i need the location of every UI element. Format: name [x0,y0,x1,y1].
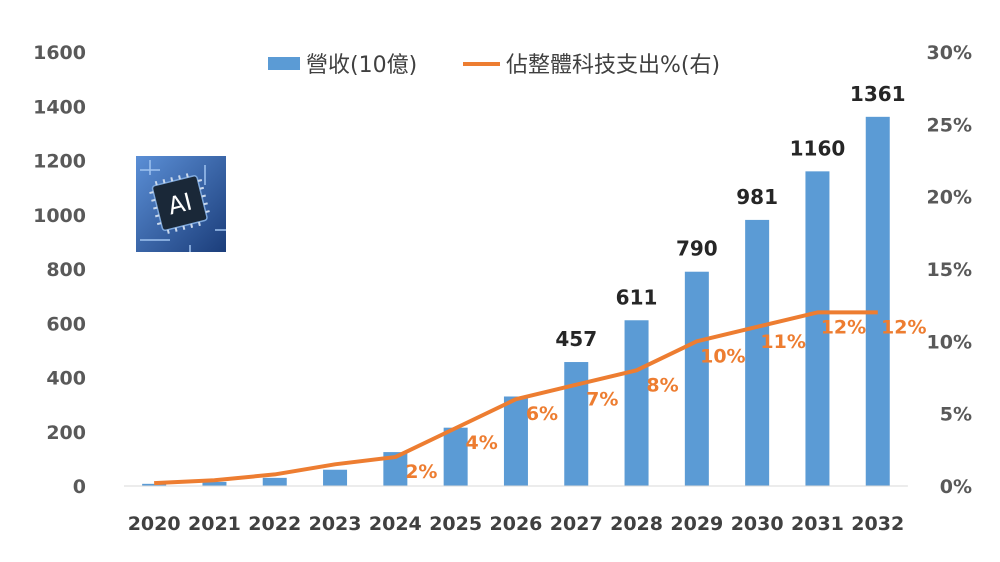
y-axis-left: 0 200 400 600 800 1000 1200 1400 1600 [33,42,86,498]
line-data-label: 6% [526,403,558,425]
bar [443,427,468,486]
bar [564,362,589,486]
y-left-tick-label: 0 [73,476,86,498]
bar [865,116,890,487]
x-tick-label: 2024 [369,513,422,535]
bar-data-label: 981 [736,185,778,209]
legend-bar-label: 營收(10億) [306,53,417,78]
legend: 營收(10億) 佔整體科技支出%(右) [268,53,720,78]
y-left-tick-label: 1200 [33,151,86,173]
line-series [154,310,878,486]
bar [624,320,649,486]
line-data-label: 8% [646,374,678,396]
y-right-tick-label: 20% [927,187,972,209]
bar [684,271,709,486]
line-data-label: 2% [405,461,437,483]
y-left-tick-label: 800 [46,259,86,281]
line-data-label: 12% [821,316,866,338]
bar [745,219,770,486]
bar-data-label: 1160 [790,136,846,160]
y-left-tick-label: 1000 [33,205,86,227]
y-left-tick-label: 200 [46,422,86,444]
bar-series [142,116,890,487]
x-tick-label: 2020 [128,513,181,535]
line-data-label: 12% [881,316,926,338]
y-right-tick-label: 15% [927,259,972,281]
y-right-tick-label: 10% [927,331,972,353]
bar-data-label: 1361 [850,82,906,106]
y-right-tick-label: 25% [927,114,972,136]
x-tick-label: 2028 [610,513,663,535]
data-labels: 457 611 790 981 1160 1361 2% 4% 6% 7% 8% 10% 11% 12% 1… [405,82,926,483]
bar-data-label: 790 [676,237,718,261]
bar [142,483,167,486]
x-tick-label: 2021 [188,513,241,535]
x-tick-label: 2022 [248,513,301,535]
x-tick-label: 2031 [791,513,844,535]
line-data-label: 4% [466,432,498,454]
x-tick-label: 2025 [429,513,482,535]
line-data-label: 7% [586,389,618,411]
line-path [154,310,878,486]
bar [262,477,287,486]
x-tick-label: 2026 [490,513,543,535]
bar-data-label: 611 [616,285,658,309]
x-axis: 2020 2021 2022 2023 2024 2025 2026 2027 2028 2029… [124,485,908,535]
bar [323,469,348,486]
bar [805,171,830,486]
x-tick-label: 2030 [731,513,784,535]
line-data-label: 11% [760,331,805,353]
bar [503,396,528,486]
legend-line-label: 佔整體科技支出%(右) [506,53,720,78]
bar-data-label: 457 [555,327,597,351]
y-axis-right: 0% 5% 10% 15% 20% 25% 30% [927,42,972,498]
x-tick-label: 2023 [309,513,362,535]
x-tick-label: 2027 [550,513,603,535]
y-left-tick-label: 600 [46,313,86,335]
x-tick-label: 2032 [851,513,904,535]
x-tick-label: 2029 [670,513,723,535]
y-left-tick-label: 400 [46,368,86,390]
line-data-label: 10% [700,345,745,367]
y-right-tick-label: 5% [940,404,972,426]
y-right-tick-label: 0% [940,476,972,498]
y-left-tick-label: 1600 [33,42,86,64]
ai-chip-icon: AI [136,156,226,252]
y-right-tick-label: 30% [927,42,972,64]
legend-bar-swatch [268,57,300,70]
bar [202,481,227,486]
y-left-tick-label: 1400 [33,96,86,118]
